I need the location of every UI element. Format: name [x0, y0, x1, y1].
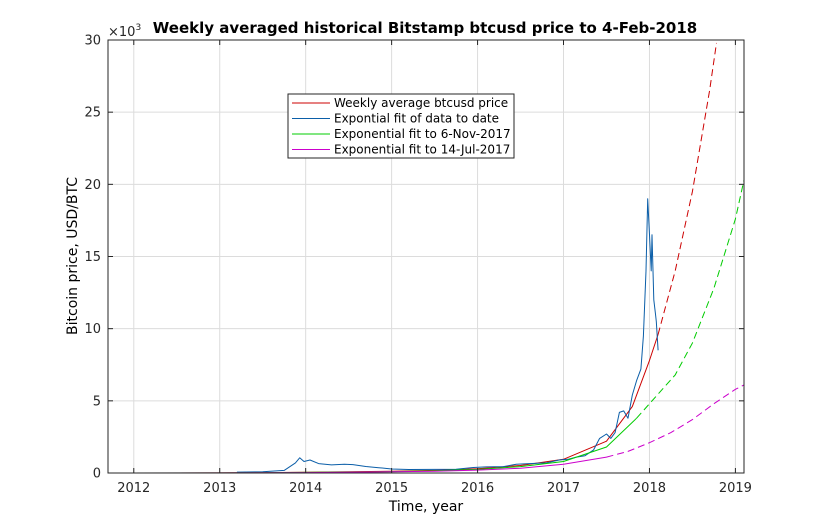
series-3-projection-line [636, 179, 745, 419]
chart-title: Weekly averaged historical Bitstamp btcu… [153, 19, 697, 37]
legend-label: Expontial fit of data to date [334, 112, 499, 126]
x-tick-label: 2014 [289, 481, 322, 496]
axis-ticks: 2012 2013 2014 2015 2016 2017 2018 2019 0 5 10 15 20… [84, 34, 751, 497]
x-axis-label: Time, year [388, 499, 464, 515]
legend-box [287, 93, 515, 159]
legend-label: Exponential fit to 14-Jul-2017 [334, 143, 510, 157]
y-multiplier-base: ×10 [108, 25, 135, 40]
y-axis-label: Bitcoin price, USD/BTC [65, 177, 81, 335]
y-tick-label: 15 [84, 250, 101, 265]
legend: Weekly average btcusd price Expontial fit… [287, 93, 515, 159]
y-tick-label: 10 [84, 322, 101, 337]
legend-label: Exponential fit to 6-Nov-2017 [334, 127, 511, 141]
x-tick-label: 2018 [633, 481, 666, 496]
y-tick-label: 0 [93, 467, 101, 482]
x-tick-label: 2015 [375, 481, 408, 496]
y-tick-label: 30 [84, 34, 101, 49]
x-tick-label: 2019 [719, 481, 752, 496]
series-2-line [236, 198, 659, 473]
series-4-projection-line [606, 384, 745, 458]
legend-items: Weekly average btcusd price Expontial fit… [292, 96, 511, 157]
series-1-projection-line [657, 42, 717, 335]
y-tick-label: 5 [93, 394, 101, 409]
y-tick-label: 25 [84, 106, 101, 121]
x-tick-label: 2017 [547, 481, 580, 496]
x-tick-label: 2013 [203, 481, 236, 496]
y-tick-label: 20 [84, 178, 101, 193]
y-multiplier-exponent: 3 [135, 23, 141, 33]
x-tick-label: 2012 [117, 481, 150, 496]
y-axis-multiplier: ×103 [108, 23, 141, 40]
series-2 [236, 198, 659, 473]
legend-label: Weekly average btcusd price [334, 96, 508, 110]
x-tick-label: 2016 [461, 481, 494, 496]
